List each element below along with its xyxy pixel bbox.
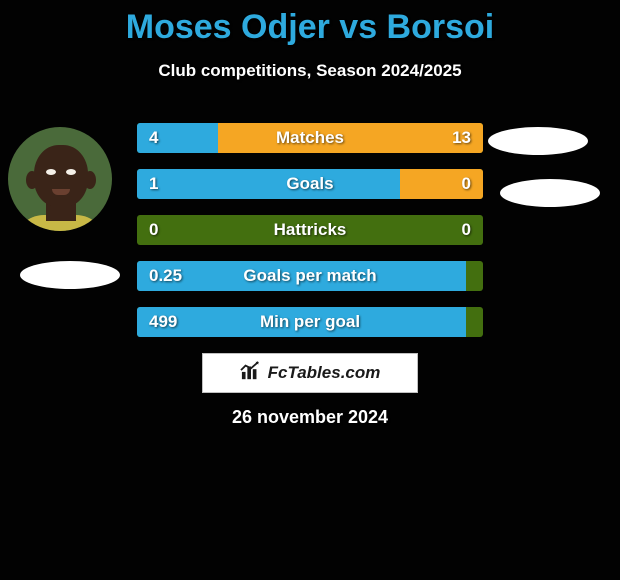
stat-bars: 4Matches131Goals00Hattricks00.25Goals pe… — [137, 123, 483, 353]
stat-value-right: 0 — [462, 169, 471, 199]
player-right-oval-1 — [488, 127, 588, 155]
stat-row: 4Matches13 — [137, 123, 483, 153]
stat-value-right: 13 — [452, 123, 471, 153]
stat-label: Min per goal — [137, 307, 483, 337]
stat-label: Goals per match — [137, 261, 483, 291]
stat-row: 499Min per goal — [137, 307, 483, 337]
date-label: 26 november 2024 — [0, 407, 620, 428]
stat-label: Hattricks — [137, 215, 483, 245]
brand-badge: FcTables.com — [202, 353, 418, 393]
player-left-shadow-oval — [20, 261, 120, 289]
player-right-oval-2 — [500, 179, 600, 207]
player-left-avatar — [8, 127, 112, 231]
page-subtitle: Club competitions, Season 2024/2025 — [0, 61, 620, 81]
stat-label: Matches — [137, 123, 483, 153]
brand-text: FcTables.com — [268, 363, 381, 383]
page-title: Moses Odjer vs Borsoi — [0, 0, 620, 47]
stat-label: Goals — [137, 169, 483, 199]
bar-chart-icon — [240, 361, 262, 386]
stat-row: 0Hattricks0 — [137, 215, 483, 245]
stat-row: 0.25Goals per match — [137, 261, 483, 291]
stat-value-right: 0 — [462, 215, 471, 245]
stat-row: 1Goals0 — [137, 169, 483, 199]
